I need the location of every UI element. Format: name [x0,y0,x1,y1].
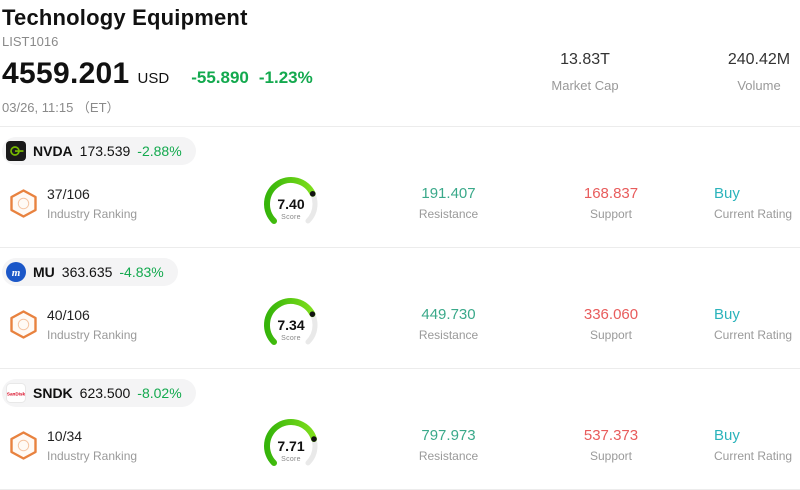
score-label: Score [281,335,301,342]
stock-detail-row: 40/106 Industry Ranking 7.34 Score 449.7… [2,294,800,354]
rating-value: Buy [714,185,740,202]
page-title: Technology Equipment [2,5,248,30]
stock-chip-nvda[interactable]: NVDA 173.539 -2.88% [2,137,196,165]
ranking-label: Industry Ranking [47,206,138,221]
quote-timestamp: 03/26, 11:15 （ET） [2,100,120,115]
ranking-badge-icon [10,309,37,339]
stock-change-pct: -2.88% [137,143,182,159]
ranking-badge-icon [10,430,37,460]
support-metric: 336.060 Support [541,306,681,342]
score-label: Score [281,456,301,463]
score-gauge: 7.40 Score [248,173,334,233]
ranking-badge-icon [10,188,37,218]
score-gauge-arc [264,419,318,466]
currency-label: USD [137,70,170,87]
volume-value: 240.42M [727,51,791,68]
svg-text:SanDisk: SanDisk [7,391,26,396]
score-gauge-arc [264,177,318,224]
score-label: Score [281,214,301,221]
support-label: Support [589,207,633,221]
rating-label: Current Rating [714,449,793,463]
stock-change-pct: -4.83% [119,264,164,280]
volume-stat: 240.42M Volume [713,51,800,93]
index-price-row: 4559.201 USD -55.890 -1.23% [2,57,800,91]
resistance-label: Resistance [418,449,479,463]
resistance-metric: 191.407 Resistance [356,185,541,221]
sandisk-logo: SanDisk [6,383,26,403]
ticker: MU [33,264,55,280]
stock-row-sndk: SanDisk SNDK 623.500 -8.02% 10/34 Indust… [0,369,800,490]
support-metric: 168.837 Support [541,185,681,221]
rating-label: Current Rating [714,328,793,342]
current-rating: Buy Current Rating [681,427,800,463]
resistance-metric: 797.973 Resistance [356,427,541,463]
sector-header: Technology Equipment LIST1016 4559.201 U… [0,0,800,127]
stock-price: 363.635 [61,264,113,280]
stock-detail-row: 37/106 Industry Ranking 7.40 Score 191.4… [2,173,800,233]
ranking-value: 40/106 [47,306,90,323]
stock-chip-sndk[interactable]: SanDisk SNDK 623.500 -8.02% [2,379,196,407]
micron-logo: m [6,262,26,282]
index-change: -55.890 [191,68,249,87]
stock-price: 623.500 [79,385,131,401]
support-value: 336.060 [583,306,639,323]
resistance-value: 797.973 [421,427,476,444]
ticker: SNDK [33,385,73,401]
stock-change-pct: -8.02% [137,385,182,401]
list-id: LIST1016 [2,34,59,49]
score-gauge-arc [264,298,318,345]
nvidia-logo [6,141,26,161]
industry-ranking: 37/106 Industry Ranking [2,186,226,221]
resistance-label: Resistance [418,328,479,342]
stock-detail-row: 10/34 Industry Ranking 7.71 Score 797.97… [2,415,800,475]
support-label: Support [589,449,633,463]
stock-chip-mu[interactable]: m MU 363.635 -4.83% [2,258,178,286]
svg-text:m: m [12,267,21,279]
resistance-value: 449.730 [421,306,476,323]
market-cap-stat: 13.83T Market Cap [505,51,665,93]
industry-ranking: 10/34 Industry Ranking [2,428,226,463]
ranking-label: Industry Ranking [47,327,138,342]
market-cap-value: 13.83T [560,51,610,68]
stock-price: 173.539 [79,143,131,159]
resistance-value: 191.407 [421,185,476,202]
score-value: 7.34 [277,317,305,333]
score-value: 7.40 [277,196,305,212]
ranking-value: 37/106 [47,185,90,202]
stock-row-mu: m MU 363.635 -4.83% 40/106 Industry Rank… [0,248,800,369]
current-rating: Buy Current Rating [681,306,800,342]
ticker: NVDA [33,143,73,159]
industry-ranking: 40/106 Industry Ranking [2,307,226,342]
rating-value: Buy [714,427,740,444]
rating-label: Current Rating [714,207,793,221]
ranking-label: Industry Ranking [47,448,138,463]
index-price: 4559.201 [2,57,130,90]
current-rating: Buy Current Rating [681,185,800,221]
score-value: 7.71 [277,438,305,454]
support-value: 537.373 [583,427,639,444]
resistance-metric: 449.730 Resistance [356,306,541,342]
score-gauge: 7.34 Score [248,294,334,354]
support-metric: 537.373 Support [541,427,681,463]
score-gauge: 7.71 Score [248,415,334,475]
ranking-value: 10/34 [47,427,83,444]
support-label: Support [589,328,633,342]
support-value: 168.837 [583,185,639,202]
index-change-pct: -1.23% [258,68,313,87]
stock-row-nvda: NVDA 173.539 -2.88% 37/106 Industry Rank… [0,127,800,248]
resistance-label: Resistance [418,207,479,221]
volume-label: Volume [737,78,781,93]
rating-value: Buy [714,306,740,323]
market-cap-label: Market Cap [551,78,619,93]
